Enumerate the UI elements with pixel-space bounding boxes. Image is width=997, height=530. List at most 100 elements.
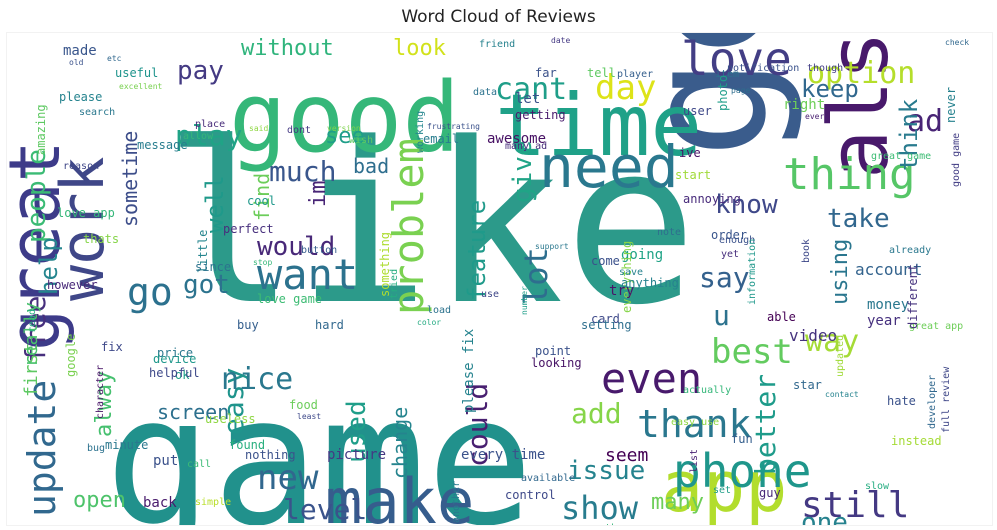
word-etc: etc <box>107 54 122 63</box>
word-simple: simple <box>195 497 231 508</box>
word-even: even <box>601 354 702 403</box>
word-photo: photo <box>716 75 730 111</box>
word-enough: enough <box>719 235 755 246</box>
word-version: version <box>327 124 361 133</box>
word-using: using <box>828 239 853 305</box>
word-message: message <box>137 138 188 152</box>
word-money: money <box>867 297 909 313</box>
word-card: card <box>591 312 620 326</box>
word-food: food <box>289 398 318 412</box>
word-love-game: love game <box>257 292 322 306</box>
word-find: find <box>250 173 274 221</box>
word-option: option <box>807 56 915 91</box>
word-know: know <box>715 190 778 220</box>
word-little: little <box>196 230 210 273</box>
word-good-game: good game <box>951 133 962 187</box>
word-screen: screen <box>157 400 229 424</box>
word-would: would <box>257 232 335 262</box>
word-book: book <box>801 239 812 263</box>
word-u: u <box>713 299 730 332</box>
word-need: need <box>539 133 679 201</box>
word-nice: nice <box>221 362 293 397</box>
word-also: also <box>812 33 907 179</box>
word-information: information <box>747 239 758 305</box>
word-issue: issue <box>567 456 645 486</box>
word-best: best <box>711 332 793 372</box>
word-please: please <box>59 90 102 104</box>
word-great-app: great app <box>909 321 963 332</box>
word-made: made <box>63 43 97 59</box>
word-really: really <box>21 302 42 367</box>
word-fix: fix <box>101 340 123 354</box>
word-point: point <box>535 344 571 358</box>
word-stop: stop <box>253 258 272 267</box>
word-one: one <box>801 508 848 525</box>
word-fun: fun <box>731 432 753 446</box>
word-however: however <box>47 278 98 292</box>
word-ad: ad <box>907 104 943 139</box>
word-ive: ive <box>679 146 701 160</box>
word-im: im <box>306 181 331 208</box>
word-price: price <box>157 346 193 360</box>
word-new: new <box>257 458 319 498</box>
word-problem: problem <box>384 138 433 315</box>
word-say: say <box>699 261 750 294</box>
word-month: month <box>587 523 617 525</box>
word-got: got <box>183 270 230 300</box>
word-keep: keep <box>801 75 859 103</box>
word-play: play <box>175 119 242 152</box>
word-like: like <box>163 96 698 354</box>
word-guy: guy <box>759 486 781 500</box>
word-bug: bug <box>87 443 105 454</box>
word-going: going <box>621 247 663 263</box>
word-read: read <box>27 309 38 333</box>
word-cloud-canvas: likegamegetgoodtimealsogreatworkneedappm… <box>7 33 969 525</box>
word-ok: ok <box>175 368 190 382</box>
word-check: check <box>945 38 969 47</box>
word-easy-use: easy use <box>671 417 719 428</box>
word-full-review: full review <box>941 366 952 433</box>
word-user: user <box>683 104 712 118</box>
word-available: available <box>521 473 575 484</box>
word-thats: thats <box>83 232 119 246</box>
word-minute: minute <box>105 438 148 452</box>
word-still: still <box>801 485 909 525</box>
word-annoying: annoying <box>683 192 741 206</box>
word-set: set <box>713 485 731 496</box>
word-well: well <box>201 175 229 233</box>
word-video: video <box>789 326 837 345</box>
word-make: make <box>325 465 474 525</box>
word-date: date <box>551 36 570 45</box>
word-alway: alway <box>92 371 117 437</box>
word-great-game: great game <box>871 151 931 162</box>
word-contact: contact <box>825 390 859 399</box>
word-help: help <box>35 237 63 295</box>
word-cloud-area: likegamegetgoodtimealsogreatworkneedappm… <box>6 32 993 526</box>
word-amazing: amazing <box>34 104 48 155</box>
word-tell: tell <box>587 66 616 80</box>
word-dont: dont <box>287 125 311 136</box>
word-notification: notification <box>727 63 799 74</box>
word-different: different <box>906 264 920 329</box>
word-free: free <box>19 296 52 363</box>
word-game: game <box>105 358 534 525</box>
word-hard: hard <box>315 318 344 332</box>
word-try: try <box>609 283 634 299</box>
word-give: give <box>508 140 538 203</box>
word-email: email <box>423 132 459 146</box>
word-could: could <box>461 383 494 467</box>
word-far: far <box>535 66 557 80</box>
word-friend: friend <box>479 39 515 50</box>
word-app: app <box>661 446 787 525</box>
word-show: show <box>561 489 639 525</box>
word-pay: pay <box>177 56 224 86</box>
word-color: color <box>417 318 441 327</box>
word-look: look <box>393 36 446 61</box>
word-come: come <box>591 254 620 268</box>
word-every: every <box>805 112 829 121</box>
word-easy: easy <box>217 368 250 435</box>
word-way: way <box>805 324 859 359</box>
word-device: device <box>153 352 196 366</box>
word-data: data <box>473 87 497 98</box>
word-get: get <box>608 33 806 159</box>
